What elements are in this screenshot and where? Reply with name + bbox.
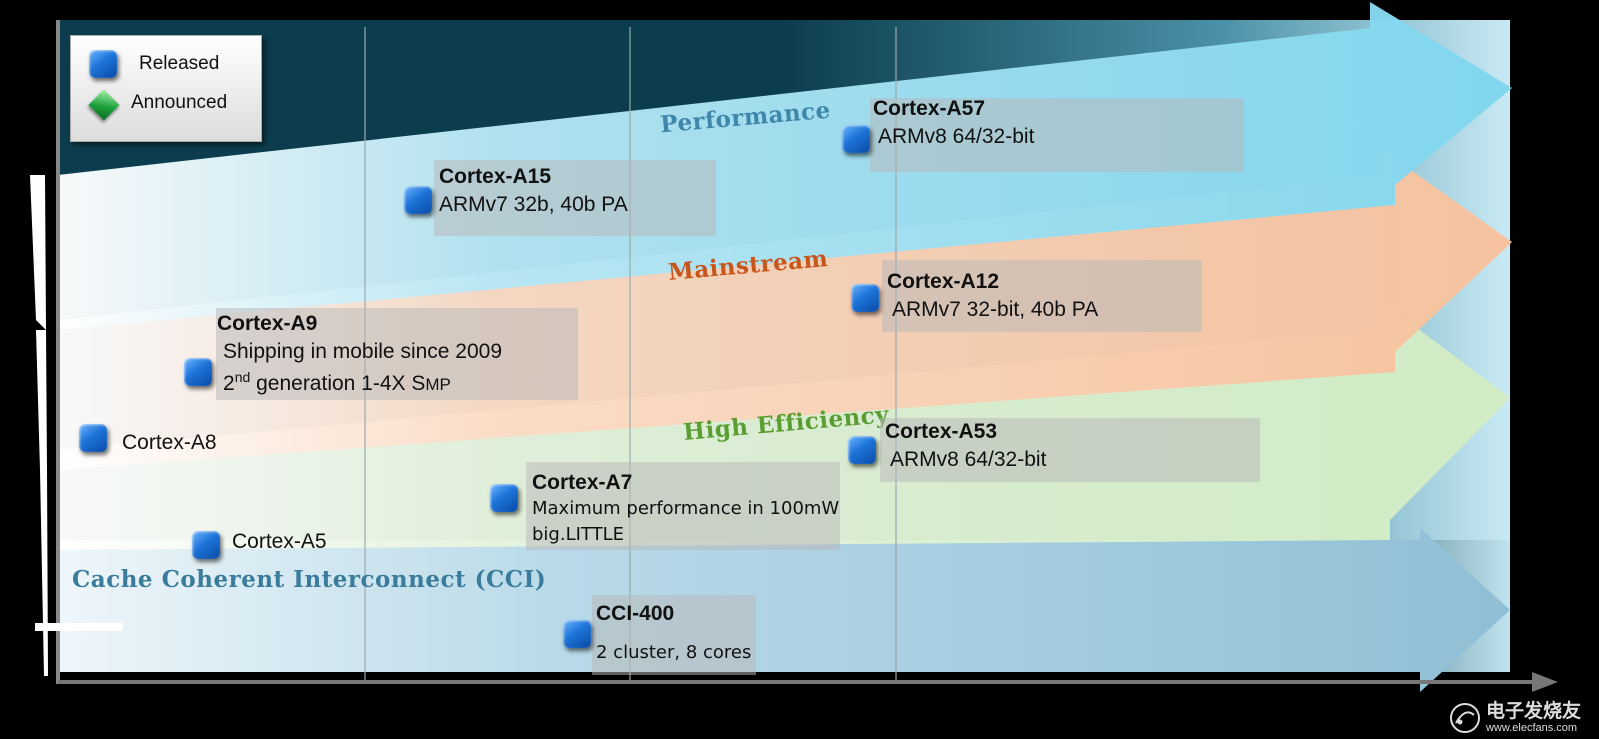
- a8-released-chip-icon: [79, 424, 107, 452]
- a9-desc-line1: Shipping in mobile since 2009: [223, 340, 503, 363]
- a57-released-chip-icon: [842, 125, 870, 153]
- legend-announced-label: Announced: [131, 92, 228, 113]
- a9-title: Cortex-A9: [217, 312, 318, 335]
- legend-released-label: Released: [139, 53, 220, 74]
- a5-released-chip-icon: [192, 531, 220, 559]
- watermark-url: www.elecfans.com: [1485, 721, 1578, 734]
- a7-desc-line1: Maximum performance in 100mW: [532, 498, 840, 519]
- a12-title: Cortex-A12: [887, 270, 1000, 293]
- a8-label: Cortex-A8: [122, 431, 217, 454]
- x-axis-arrowhead: [1532, 672, 1558, 692]
- a12-released-chip-icon: [851, 284, 879, 312]
- a7-desc-line2: big.LITTLE: [532, 524, 624, 545]
- a9-card: [216, 308, 578, 400]
- a57-desc: ARMv8 64/32-bit: [878, 125, 1035, 148]
- a57-title: Cortex-A57: [873, 97, 986, 120]
- a12-desc: ARMv7 32-bit, 40b PA: [892, 298, 1099, 321]
- a5-label: Cortex-A5: [232, 530, 327, 553]
- a9-desc-line2: 2nd generation 1-4X SMP: [223, 369, 451, 395]
- a53-title: Cortex-A53: [885, 420, 998, 443]
- cci400-desc: 2 cluster, 8 cores: [596, 642, 752, 663]
- a7-card: [526, 462, 840, 550]
- cci400-released-chip-icon: [563, 620, 591, 648]
- a9-released-chip-icon: [184, 358, 212, 386]
- a15-title: Cortex-A15: [439, 165, 552, 188]
- announced-diamond-icon: [88, 89, 120, 121]
- a57-card: [870, 98, 1244, 172]
- a7-released-chip-icon: [490, 484, 518, 512]
- a12-card: [882, 260, 1202, 332]
- released-chip-icon: [89, 50, 117, 78]
- cci400-title: CCI-400: [596, 602, 675, 625]
- legend: Released Announced: [70, 35, 262, 142]
- cci400-card: [592, 595, 756, 675]
- a15-released-chip-icon: [404, 186, 432, 214]
- performance-lane-arrow: [58, 2, 1512, 330]
- a7-title: Cortex-A7: [532, 471, 633, 494]
- cci-lane-label: Cache Coherent Interconnect (CCI): [72, 566, 547, 593]
- a15-card: [434, 160, 716, 236]
- watermark: 电子发烧友 www.elecfans.com: [1448, 701, 1581, 735]
- watermark-cn: 电子发烧友: [1485, 700, 1581, 722]
- cci-lane-arrow: [58, 528, 1510, 692]
- a15-desc: ARMv7 32b, 40b PA: [439, 193, 628, 216]
- a53-desc: ARMv8 64/32-bit: [890, 448, 1047, 471]
- a53-released-chip-icon: [848, 436, 876, 464]
- a53-card: [880, 418, 1260, 482]
- elecfans-logo-icon: [1449, 703, 1480, 733]
